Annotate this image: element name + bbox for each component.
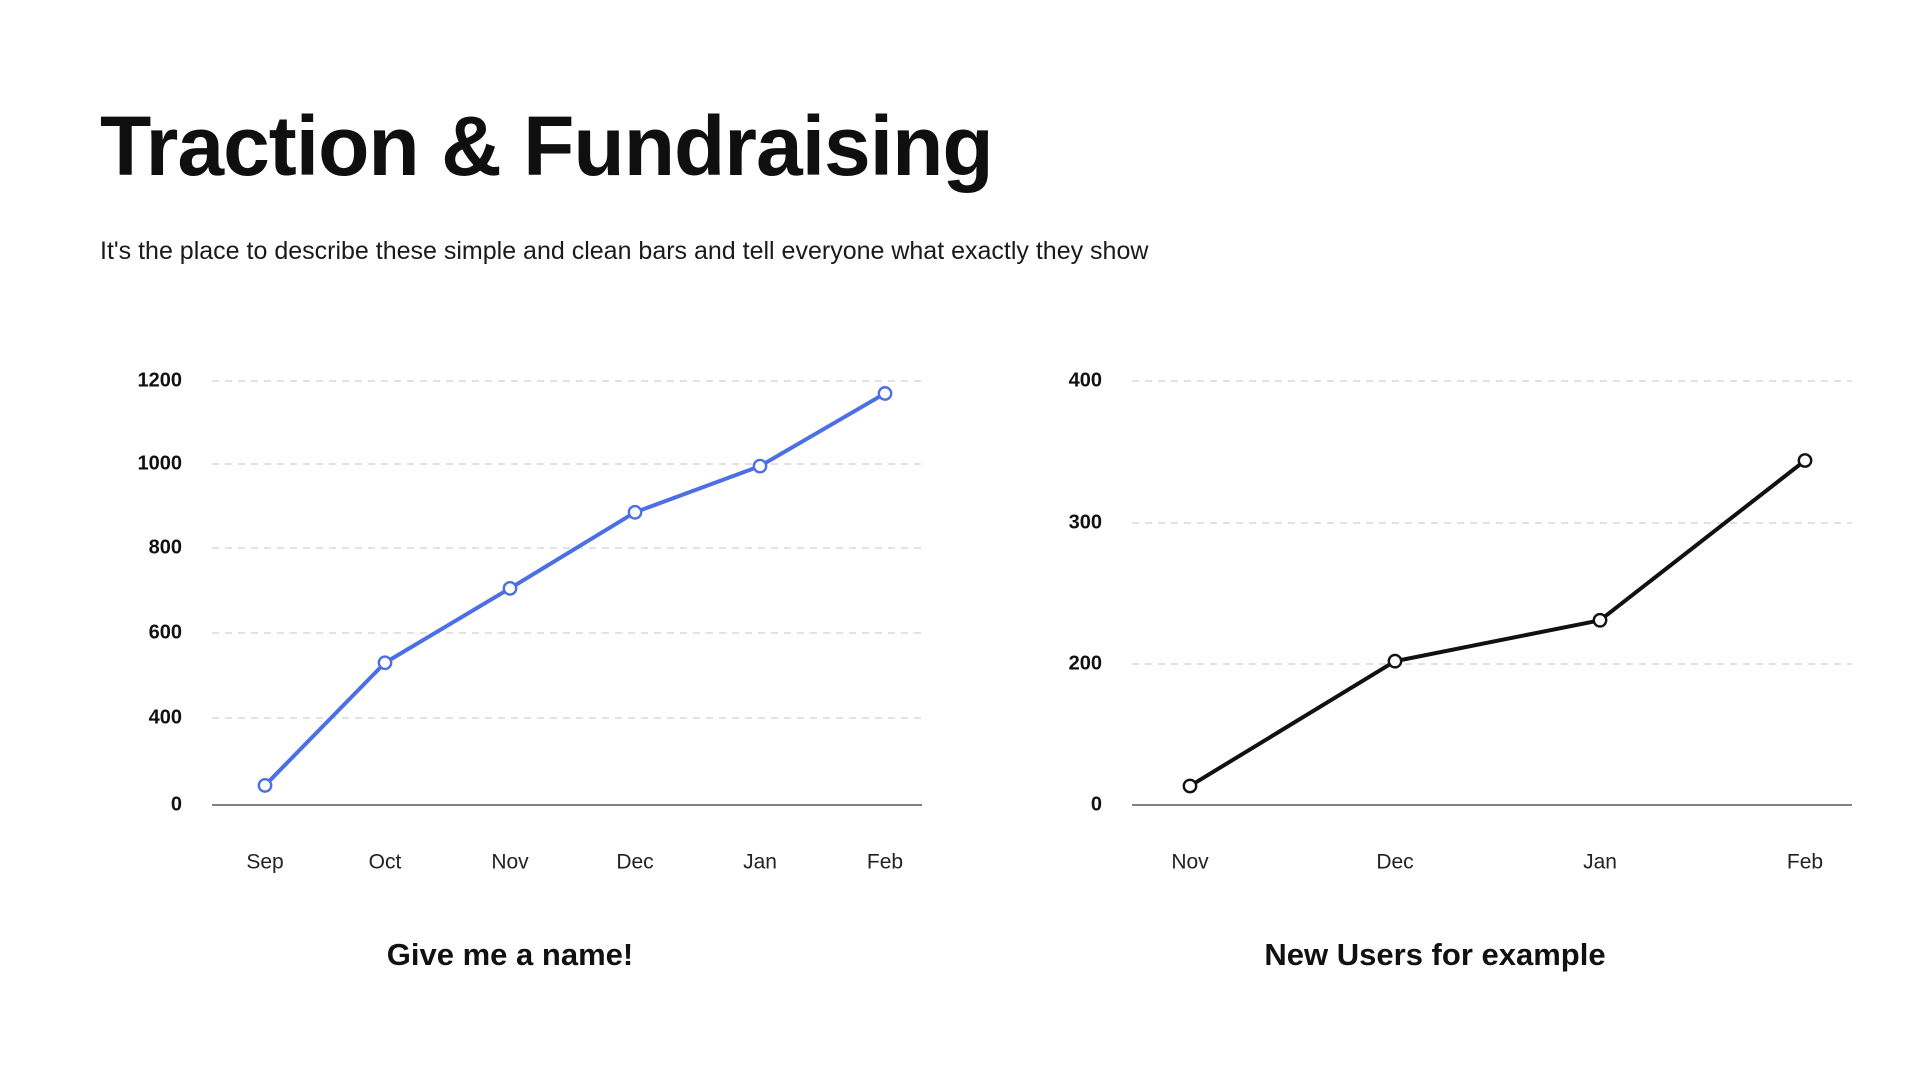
traction-point-feb bbox=[877, 386, 893, 401]
traction-point-oct bbox=[377, 655, 393, 671]
traction-y-tick-1200: 1200 bbox=[138, 369, 183, 391]
traction-point-nov bbox=[502, 580, 518, 596]
traction-x-tick-sep: Sep bbox=[246, 851, 283, 874]
new-users-chart-panel: 0 200 300 400 Nov Dec Jan Feb New Users for exa… bbox=[1000, 350, 1852, 972]
traction-y-tick-800: 800 bbox=[149, 536, 182, 558]
traction-chart-panel: 0 400 600 800 1000 1200 Sep Oct Nov Dec Jan Feb Giv… bbox=[80, 350, 922, 972]
new-users-x-tick-jan: Jan bbox=[1583, 851, 1617, 874]
traction-y-tick-0: 0 bbox=[171, 793, 182, 815]
new-users-x-tick-feb: Feb bbox=[1787, 851, 1823, 874]
traction-x-tick-oct: Oct bbox=[369, 851, 402, 874]
new-users-x-tick-dec: Dec bbox=[1376, 851, 1413, 874]
new-users-y-tick-0: 0 bbox=[1091, 793, 1102, 815]
new-users-series-line bbox=[1188, 458, 1807, 788]
traction-y-tick-600: 600 bbox=[149, 621, 182, 643]
new-users-point-dec bbox=[1387, 653, 1403, 669]
page-subtitle: It's the place to describe these simple … bbox=[100, 237, 1149, 265]
new-users-point-feb bbox=[1797, 453, 1813, 468]
new-users-point-jan bbox=[1592, 612, 1608, 628]
new-users-x-tick-nov: Nov bbox=[1171, 851, 1209, 874]
traction-x-tick-jan: Jan bbox=[743, 851, 777, 874]
traction-x-tick-dec: Dec bbox=[616, 851, 653, 874]
traction-series-line bbox=[263, 391, 887, 788]
traction-x-tick-nov: Nov bbox=[491, 851, 529, 874]
traction-chart-title: Give me a name! bbox=[386, 937, 634, 972]
traction-y-tick-400: 400 bbox=[149, 706, 182, 728]
traction-point-sep bbox=[257, 778, 273, 793]
new-users-y-tick-300: 300 bbox=[1069, 511, 1102, 533]
traction-point-dec bbox=[627, 504, 643, 520]
traction-y-tick-1000: 1000 bbox=[138, 452, 183, 474]
traction-x-tick-feb: Feb bbox=[867, 851, 903, 874]
new-users-y-tick-200: 200 bbox=[1069, 652, 1102, 674]
new-users-point-nov bbox=[1182, 778, 1198, 794]
page-title: Traction & Fundraising bbox=[100, 99, 994, 193]
traction-point-jan bbox=[752, 458, 768, 474]
new-users-chart-title: New Users for example bbox=[1264, 937, 1606, 972]
new-users-y-tick-400: 400 bbox=[1069, 369, 1102, 391]
new-users-line-chart: 0 200 300 400 Nov Dec Jan Feb bbox=[1069, 369, 1852, 874]
traction-line-chart: 0 400 600 800 1000 1200 Sep Oct Nov Dec Jan Feb bbox=[138, 369, 922, 874]
